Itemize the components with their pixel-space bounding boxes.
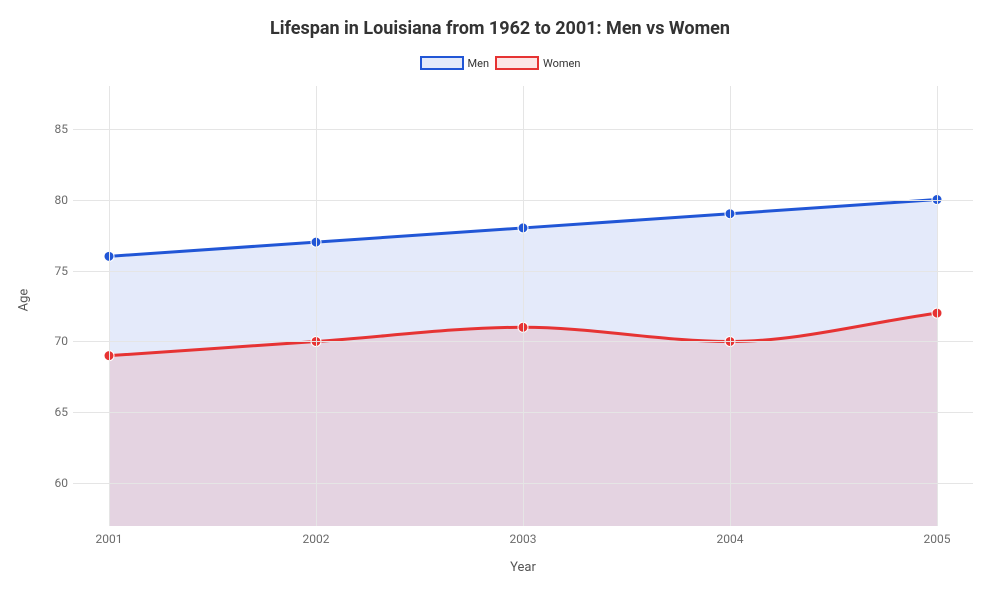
chart-title: Lifespan in Louisiana from 1962 to 2001:… bbox=[0, 18, 1000, 39]
legend-label-women: Women bbox=[543, 57, 580, 70]
x-tick-label: 2001 bbox=[96, 532, 123, 546]
legend-swatch-men bbox=[420, 56, 464, 70]
y-tick-label: 80 bbox=[55, 193, 69, 207]
y-tick-label: 75 bbox=[55, 264, 69, 278]
x-tick-label: 2004 bbox=[717, 532, 744, 546]
x-tick-label: 2005 bbox=[924, 532, 951, 546]
y-tick-label: 65 bbox=[55, 405, 69, 419]
legend-item-women: Women bbox=[495, 56, 580, 70]
grid-line-v bbox=[316, 86, 317, 526]
y-tick-label: 60 bbox=[55, 476, 69, 490]
grid-line-v bbox=[937, 86, 938, 526]
y-tick-label: 70 bbox=[55, 334, 69, 348]
grid-line-v bbox=[523, 86, 524, 526]
y-tick-label: 85 bbox=[55, 122, 69, 136]
plot-area bbox=[73, 86, 973, 526]
grid-line-v bbox=[109, 86, 110, 526]
legend-item-men: Men bbox=[420, 56, 490, 70]
legend: Men Women bbox=[0, 56, 1000, 70]
legend-swatch-women bbox=[495, 56, 539, 70]
x-tick-label: 2003 bbox=[510, 532, 537, 546]
legend-label-men: Men bbox=[468, 57, 490, 70]
grid-line-v bbox=[730, 86, 731, 526]
y-axis-label: Age bbox=[17, 289, 32, 312]
x-axis-label: Year bbox=[510, 560, 536, 575]
x-tick-label: 2002 bbox=[303, 532, 330, 546]
